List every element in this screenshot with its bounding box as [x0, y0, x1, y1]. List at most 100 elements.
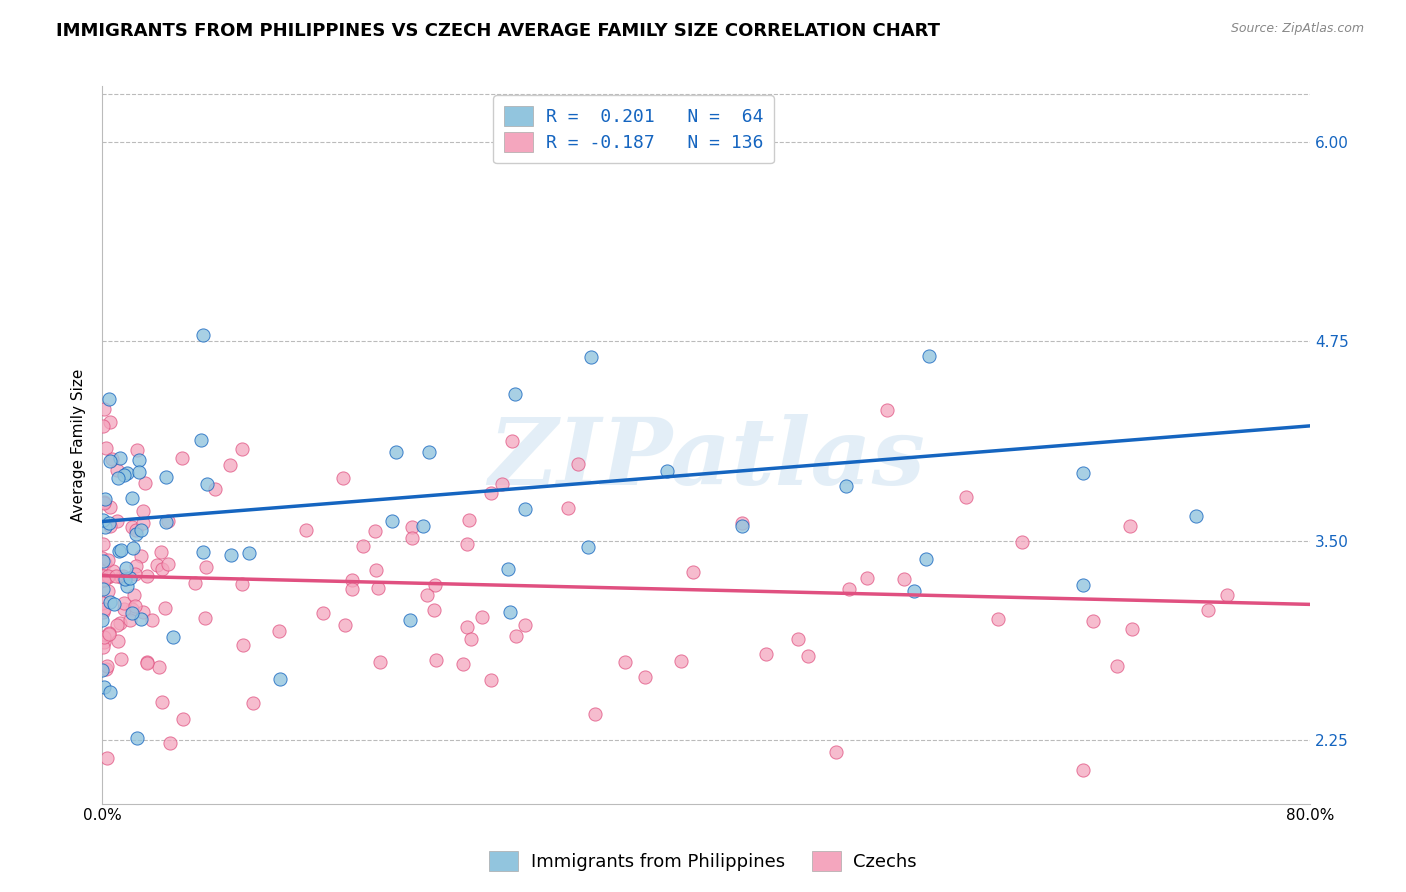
Point	[1073, 763, 1095, 777]
Point	[134, 475, 156, 490]
Point	[108, 450, 131, 465]
Point	[104, 847, 127, 861]
Point	[97, 583, 120, 598]
Point	[1185, 509, 1208, 524]
Point	[505, 629, 527, 643]
Point	[232, 639, 254, 653]
Point	[129, 523, 152, 537]
Point	[583, 706, 606, 721]
Point	[97, 627, 120, 641]
Point	[755, 647, 778, 661]
Point	[460, 632, 482, 647]
Point	[567, 457, 589, 471]
Point	[194, 560, 217, 574]
Point	[128, 452, 150, 467]
Point	[91, 536, 114, 550]
Point	[503, 386, 526, 401]
Point	[93, 635, 115, 649]
Point	[124, 567, 146, 582]
Point	[479, 673, 502, 688]
Point	[117, 466, 139, 480]
Point	[1121, 622, 1143, 636]
Point	[501, 434, 523, 449]
Point	[91, 513, 114, 527]
Point	[93, 554, 115, 568]
Point	[114, 572, 136, 586]
Point	[93, 492, 115, 507]
Point	[682, 565, 704, 579]
Point	[162, 630, 184, 644]
Point	[91, 597, 114, 611]
Point	[98, 415, 121, 429]
Point	[412, 519, 434, 533]
Point	[876, 402, 898, 417]
Point	[105, 463, 128, 477]
Point	[513, 618, 536, 632]
Point	[613, 655, 636, 669]
Point	[399, 614, 422, 628]
Point	[129, 612, 152, 626]
Point	[156, 558, 179, 572]
Point	[94, 520, 117, 534]
Point	[124, 524, 146, 538]
Point	[786, 632, 808, 647]
Point	[91, 613, 114, 627]
Point	[856, 571, 879, 585]
Point	[381, 515, 404, 529]
Point	[458, 513, 481, 527]
Point	[415, 588, 437, 602]
Legend: Immigrants from Philippines, Czechs: Immigrants from Philippines, Czechs	[482, 844, 924, 879]
Point	[269, 673, 291, 687]
Point	[156, 514, 179, 528]
Point	[269, 624, 291, 638]
Point	[98, 626, 121, 640]
Point	[955, 490, 977, 504]
Point	[918, 349, 941, 363]
Point	[1081, 615, 1104, 629]
Point	[191, 545, 214, 559]
Point	[148, 660, 170, 674]
Point	[97, 570, 120, 584]
Point	[105, 618, 128, 632]
Point	[903, 584, 925, 599]
Point	[499, 605, 522, 619]
Point	[91, 582, 114, 596]
Point	[100, 451, 122, 466]
Point	[131, 549, 153, 564]
Point	[121, 602, 143, 616]
Point	[136, 656, 159, 670]
Point	[170, 451, 193, 466]
Point	[242, 696, 264, 710]
Point	[401, 531, 423, 545]
Point	[515, 501, 537, 516]
Point	[153, 601, 176, 615]
Point	[986, 612, 1008, 626]
Point	[108, 616, 131, 631]
Point	[114, 601, 136, 615]
Point	[97, 553, 120, 567]
Point	[238, 546, 260, 560]
Point	[125, 443, 148, 458]
Point	[150, 545, 173, 559]
Point	[231, 576, 253, 591]
Point	[471, 609, 494, 624]
Point	[110, 570, 132, 584]
Point	[122, 588, 145, 602]
Point	[423, 603, 446, 617]
Point	[110, 651, 132, 665]
Point	[423, 577, 446, 591]
Point	[1216, 588, 1239, 602]
Point	[98, 685, 121, 699]
Point	[91, 663, 114, 677]
Point	[204, 482, 226, 496]
Point	[155, 469, 177, 483]
Point	[131, 504, 153, 518]
Point	[93, 496, 115, 510]
Point	[1071, 466, 1094, 480]
Point	[121, 491, 143, 505]
Point	[364, 524, 387, 539]
Point	[91, 419, 114, 434]
Point	[125, 558, 148, 573]
Text: ZIPatlas: ZIPatlas	[488, 415, 925, 504]
Point	[93, 680, 115, 694]
